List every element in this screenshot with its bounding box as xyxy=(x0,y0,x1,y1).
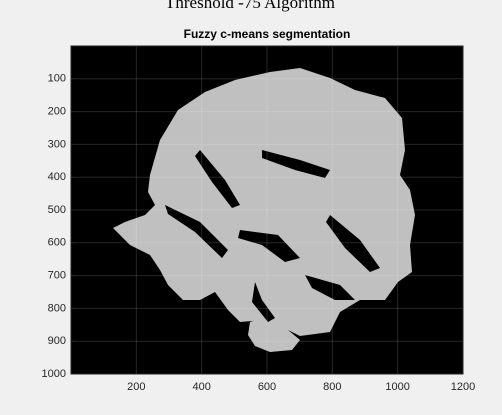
x-tick-label: 600 xyxy=(258,381,276,393)
y-tick-label: 200 xyxy=(48,106,66,118)
y-tick-label: 300 xyxy=(48,138,66,150)
y-tick-label: 100 xyxy=(48,73,66,85)
segmented-region xyxy=(113,68,415,336)
chart-title: Fuzzy c-means segmentation xyxy=(184,27,351,41)
y-tick-label: 600 xyxy=(48,237,66,249)
image-shadow xyxy=(252,282,275,322)
y-tick-label: 1000 xyxy=(42,368,66,380)
suptitle: Threshold -75 Algorithm xyxy=(165,0,335,12)
image-shadow xyxy=(262,150,330,178)
y-tick-label: 500 xyxy=(48,204,66,216)
image-shadow xyxy=(305,275,355,300)
image-shadow xyxy=(165,205,228,258)
x-tick-label: 1200 xyxy=(451,381,475,393)
y-tick-label: 400 xyxy=(48,171,66,183)
y-tick-label: 700 xyxy=(48,270,66,282)
x-tick-label: 800 xyxy=(323,381,341,393)
y-tick-label: 800 xyxy=(48,302,66,314)
x-tick-label: 400 xyxy=(192,381,210,393)
image-shadow xyxy=(195,150,240,208)
segmented-region xyxy=(248,318,300,352)
image-shadow xyxy=(326,215,380,272)
axes-box xyxy=(70,45,464,375)
x-tick-label: 1000 xyxy=(385,381,409,393)
image-shadow xyxy=(238,230,300,262)
y-tick-label: 900 xyxy=(48,335,66,347)
x-tick-label: 200 xyxy=(127,381,145,393)
